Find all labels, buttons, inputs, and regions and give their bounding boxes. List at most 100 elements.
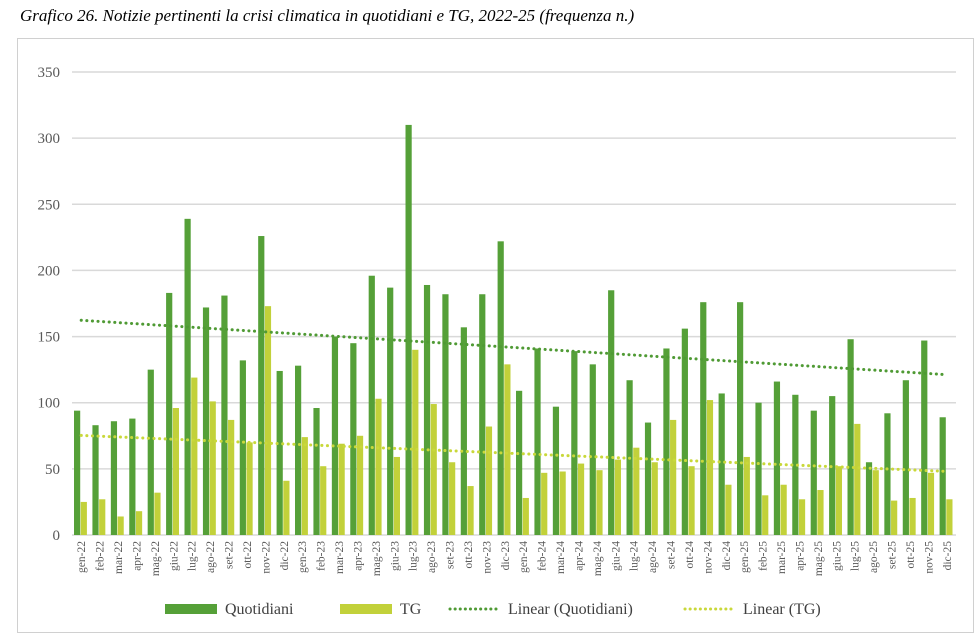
x-tick-label: apr-22 xyxy=(131,541,143,571)
bar-quotidiani xyxy=(865,462,873,535)
x-tick-label: apr-25 xyxy=(794,541,806,571)
trendline-quotidiani xyxy=(79,318,949,377)
chart-title: Grafico 26. Notizie pertinenti la crisi … xyxy=(20,6,635,25)
x-tick-label: gen-25 xyxy=(739,541,751,573)
bar-quotidiani xyxy=(773,381,781,535)
bar-quotidiani xyxy=(74,410,81,535)
bar-tg xyxy=(559,471,566,535)
x-tick-label: feb-24 xyxy=(537,541,549,571)
x-tick-label: dic-22 xyxy=(279,541,291,571)
x-tick-label: nov-22 xyxy=(260,541,272,574)
x-tick-label: set-22 xyxy=(224,541,236,569)
x-tick-label: gen-23 xyxy=(297,541,309,573)
bar-quotidiani xyxy=(921,340,928,535)
bar-tg xyxy=(706,400,714,535)
bar-quotidiani xyxy=(460,327,467,535)
bar-tg xyxy=(135,511,143,535)
bar-quotidiani xyxy=(939,417,946,535)
bar-tg xyxy=(264,306,272,535)
bar-tg xyxy=(835,466,842,535)
bar-tg xyxy=(99,499,106,535)
bar-quotidiani xyxy=(829,396,836,535)
legend-label: TG xyxy=(400,601,422,618)
trendline-tg xyxy=(79,433,949,473)
x-tick-label: ago-23 xyxy=(426,541,438,573)
bar-tg xyxy=(154,492,161,535)
legend-swatch xyxy=(340,604,392,614)
bar-quotidiani xyxy=(718,393,725,535)
bar-tg xyxy=(541,472,548,535)
x-tick-label: apr-24 xyxy=(573,541,585,571)
bar-tg xyxy=(762,495,769,535)
x-tick-label: ott-22 xyxy=(242,541,254,569)
x-tick-label: mar-22 xyxy=(113,541,125,574)
bar-quotidiani xyxy=(423,284,431,535)
bar-tg xyxy=(725,484,732,535)
bar-quotidiani xyxy=(276,370,283,535)
x-tick-label: dic-23 xyxy=(500,541,512,571)
bar-tg xyxy=(172,408,179,535)
y-tick-label: 300 xyxy=(38,131,61,147)
legend-item: Quotidiani xyxy=(165,601,294,618)
bar-tg xyxy=(338,443,345,535)
bar-quotidiani xyxy=(202,307,210,535)
bar-quotidiani xyxy=(387,287,394,535)
bar-quotidiani xyxy=(755,402,762,535)
bar-tg xyxy=(320,466,327,535)
bar-tg xyxy=(780,484,787,535)
x-tick-label: lug-25 xyxy=(850,541,862,571)
x-tick-label: lug-23 xyxy=(408,541,420,571)
bar-quotidiani xyxy=(405,124,412,536)
x-tick-label: mar-23 xyxy=(334,541,346,574)
bar-quotidiani xyxy=(295,365,302,535)
bar-tg xyxy=(393,456,400,535)
x-tick-label: gen-24 xyxy=(518,541,530,573)
bar-quotidiani xyxy=(552,406,560,535)
bar-tg xyxy=(798,499,806,535)
bar-quotidiani xyxy=(147,369,154,535)
bar-quotidiani xyxy=(368,275,375,535)
legend-item: Linear (Quotidiani) xyxy=(448,601,633,618)
bar-quotidiani xyxy=(792,394,799,535)
bar-quotidiani xyxy=(221,295,228,535)
bar-quotidiani xyxy=(681,328,688,535)
legend-label: Quotidiani xyxy=(225,601,294,618)
bar-tg xyxy=(485,426,493,535)
x-tick-label: feb-23 xyxy=(316,541,328,571)
bar-quotidiani xyxy=(516,390,523,535)
x-tick-label: mar-25 xyxy=(776,541,788,574)
x-tick-label: mag-23 xyxy=(371,541,383,576)
y-tick-label: 100 xyxy=(38,396,61,412)
x-tick-label: mag-25 xyxy=(813,541,825,576)
bar-tg xyxy=(891,500,898,535)
x-tick-label: set-24 xyxy=(666,541,678,569)
bar-tg xyxy=(449,462,456,535)
bar-tg xyxy=(80,501,87,535)
x-tick-label: nov-24 xyxy=(702,541,714,574)
x-tick-label: ago-24 xyxy=(647,541,659,573)
bar-quotidiani xyxy=(497,241,504,535)
bar-tg xyxy=(356,435,364,535)
bar-quotidiani xyxy=(92,425,99,535)
bar-quotidiani xyxy=(663,348,670,535)
bar-quotidiani xyxy=(589,364,596,535)
y-tick-label: 0 xyxy=(53,528,61,544)
bar-tg xyxy=(375,398,382,535)
x-tick-label: dic-25 xyxy=(942,541,954,571)
legend-item: TG xyxy=(340,601,422,618)
x-tick-label: ago-22 xyxy=(205,541,217,573)
legend-swatch xyxy=(165,604,217,614)
bar-quotidiani xyxy=(331,336,339,535)
bar-tg xyxy=(651,462,658,535)
bar-tg xyxy=(927,472,935,535)
bar-quotidiani xyxy=(166,292,173,535)
x-tick-label: ott-24 xyxy=(684,541,696,569)
bar-quotidiani xyxy=(608,290,615,535)
y-tick-label: 250 xyxy=(38,197,61,213)
x-tick-label: giu-24 xyxy=(610,541,622,571)
bar-quotidiani xyxy=(571,351,578,535)
x-tick-label: nov-25 xyxy=(923,541,935,574)
bar-quotidiani xyxy=(884,413,891,535)
bar-tg xyxy=(743,456,750,535)
x-tick-label: ago-25 xyxy=(868,541,880,573)
